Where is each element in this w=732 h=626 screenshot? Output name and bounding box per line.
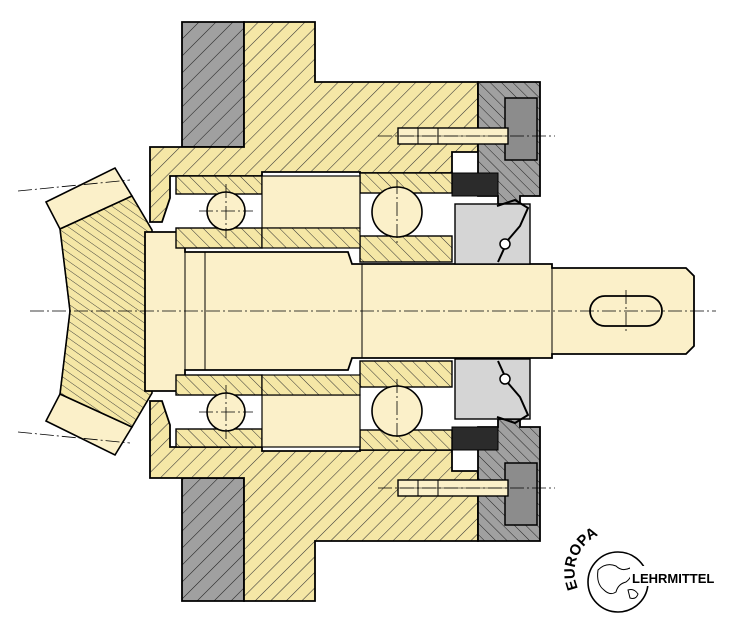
wall-plate-lower <box>181 477 245 602</box>
seal-lower <box>454 358 531 420</box>
spacer-ring-lower <box>451 426 499 451</box>
bearing-housing <box>149 21 479 602</box>
seal-upper <box>454 203 531 265</box>
seal-spring-upper <box>499 238 511 250</box>
shaft-seal <box>454 198 531 425</box>
bevel-gear <box>44 166 153 457</box>
housing-upper <box>149 21 479 223</box>
left-bearing-inner-upper <box>175 227 263 249</box>
seal-spring-lower <box>499 373 511 385</box>
center-lines <box>17 135 716 489</box>
housing-lower <box>149 400 479 602</box>
wall-plate <box>181 21 245 602</box>
bearing-spacer-hatched-lower <box>261 374 361 396</box>
logo-word: LEHRMITTEL <box>632 571 714 586</box>
left-bearing-inner-lower <box>175 374 263 396</box>
wall-plate-upper <box>181 21 245 148</box>
bearing-cover <box>451 81 541 542</box>
cover-screw-head-lower <box>504 462 538 526</box>
bearing-spacer-lower <box>261 394 361 448</box>
europa-lehrmittel-logo: EUROPA LEHRMITTEL <box>562 524 718 613</box>
bearing-spacer-hatched-upper <box>261 227 361 249</box>
cover-screw-head-upper <box>504 97 538 161</box>
left-bearing-outer-lower <box>175 428 263 448</box>
ball-bearings <box>175 172 453 451</box>
gear-body-section <box>59 194 153 429</box>
bearing-spacer-upper <box>261 175 361 229</box>
spacer-ring-upper <box>451 172 499 197</box>
shaft <box>144 231 695 392</box>
right-bearing-inner-lower <box>359 360 453 388</box>
left-bearing-outer-upper <box>175 175 263 195</box>
right-bearing-inner-upper <box>359 235 453 263</box>
